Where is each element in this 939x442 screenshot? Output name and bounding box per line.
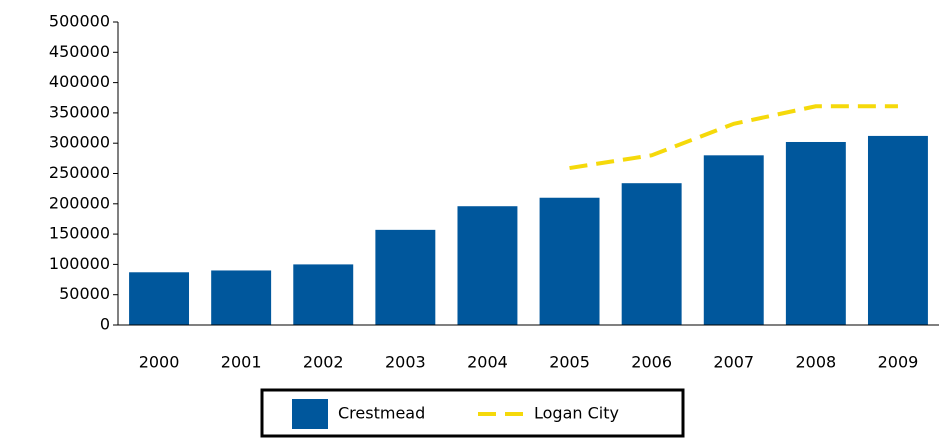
bar bbox=[129, 272, 190, 325]
bar bbox=[867, 135, 928, 325]
legend-box bbox=[260, 388, 685, 438]
y-tick-label: 200000 bbox=[49, 193, 110, 212]
line bbox=[569, 104, 898, 171]
bar bbox=[539, 197, 600, 325]
y-tick-label: 50000 bbox=[59, 284, 110, 303]
bar bbox=[457, 206, 518, 325]
y-tick-label: 450000 bbox=[49, 42, 110, 61]
y-tick-label: 350000 bbox=[49, 102, 110, 121]
y-tick-label: 0 bbox=[100, 315, 110, 334]
x-tick-label: 2008 bbox=[795, 353, 836, 372]
legend-label: Logan City bbox=[534, 404, 619, 423]
y-tick-label: 500000 bbox=[49, 12, 110, 31]
y-tick-label: 150000 bbox=[49, 224, 110, 243]
bar bbox=[375, 229, 436, 325]
x-tick-label: 2003 bbox=[385, 353, 426, 372]
legend-swatch bbox=[292, 399, 328, 429]
x-tick-label: 2009 bbox=[878, 353, 919, 372]
y-tick-label: 400000 bbox=[49, 72, 110, 91]
bar bbox=[703, 155, 764, 325]
bar bbox=[785, 141, 846, 325]
x-tick-label: 2004 bbox=[467, 353, 508, 372]
x-tick-label: 2000 bbox=[139, 353, 180, 372]
x-tick-label: 2001 bbox=[221, 353, 262, 372]
x-tick-label: 2006 bbox=[631, 353, 672, 372]
bar bbox=[621, 183, 682, 325]
x-tick-label: 2005 bbox=[549, 353, 590, 372]
y-tick-label: 300000 bbox=[49, 133, 110, 152]
x-tick-label: 2007 bbox=[713, 353, 754, 372]
y-tick-label: 100000 bbox=[49, 254, 110, 273]
y-tick-label: 250000 bbox=[49, 163, 110, 182]
bar bbox=[293, 264, 354, 325]
bar bbox=[211, 270, 272, 325]
legend-label: Crestmead bbox=[338, 404, 425, 423]
x-tick-label: 2002 bbox=[303, 353, 344, 372]
